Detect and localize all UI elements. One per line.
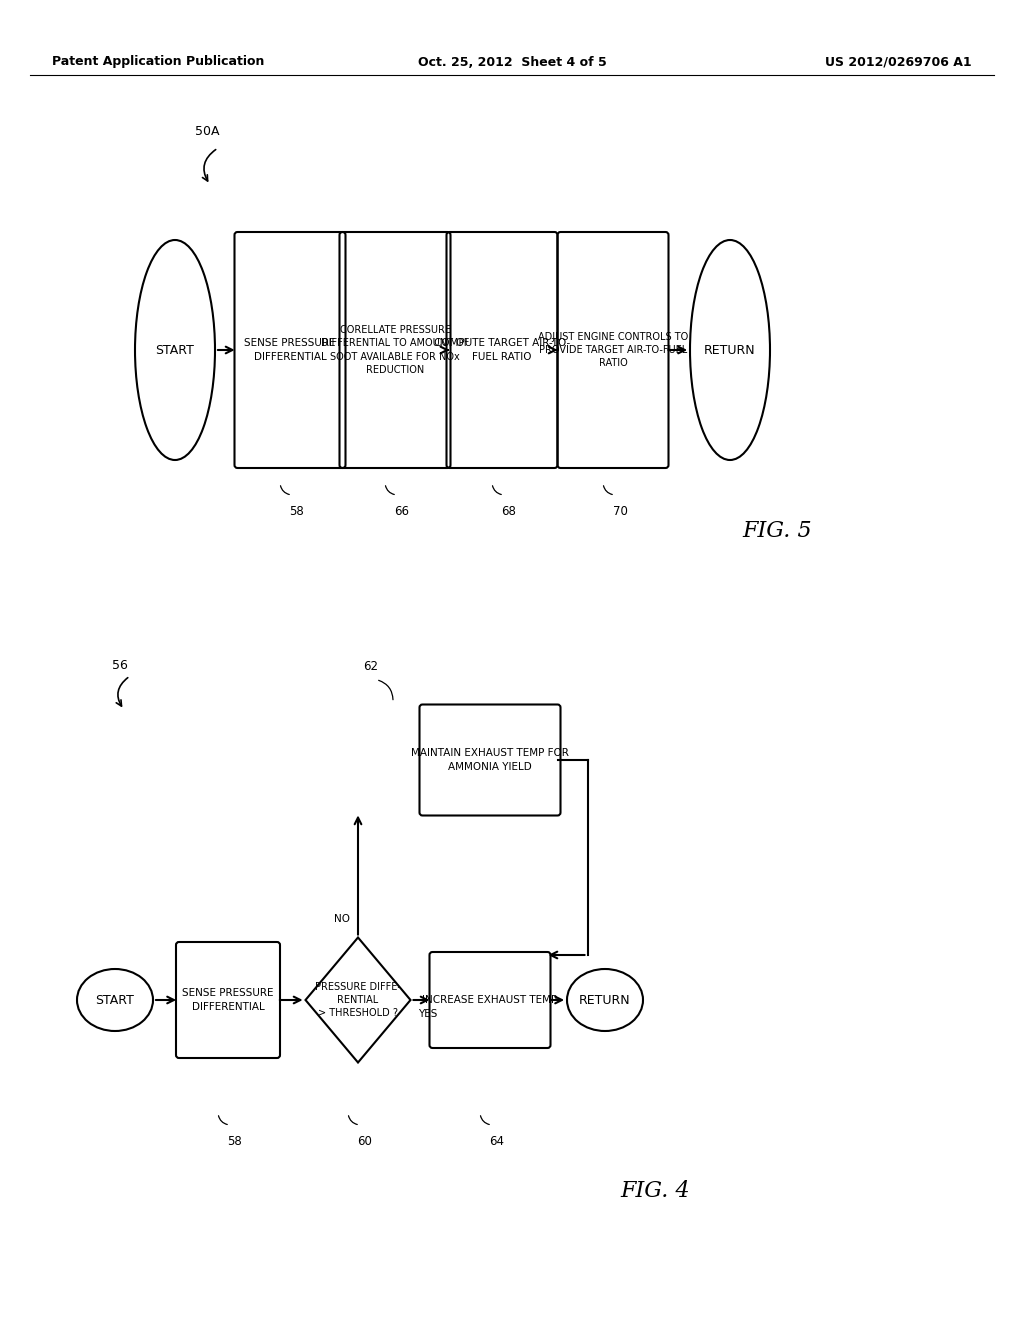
Text: 58: 58 [227,1135,243,1148]
Text: US 2012/0269706 A1: US 2012/0269706 A1 [825,55,972,69]
Text: 62: 62 [362,660,378,672]
Text: Patent Application Publication: Patent Application Publication [52,55,264,69]
Text: 56: 56 [112,659,128,672]
Text: START: START [95,994,134,1006]
Text: INCREASE EXHAUST TEMP: INCREASE EXHAUST TEMP [422,995,558,1005]
Text: START: START [156,343,195,356]
Text: FIG. 5: FIG. 5 [742,520,812,543]
Text: COMPUTE TARGET AIR-TO-
FUEL RATIO: COMPUTE TARGET AIR-TO- FUEL RATIO [434,338,570,362]
Text: YES: YES [419,1008,438,1019]
Text: PRESSURE DIFFE-
RENTIAL
> THRESHOLD ?: PRESSURE DIFFE- RENTIAL > THRESHOLD ? [315,982,401,1018]
Text: Oct. 25, 2012  Sheet 4 of 5: Oct. 25, 2012 Sheet 4 of 5 [418,55,606,69]
Text: 64: 64 [489,1135,505,1148]
Text: 58: 58 [290,506,304,517]
Text: CORELLATE PRESSURE
DIFFERENTIAL TO AMOUNT OF
SOOT AVAILABLE FOR NOx
REDUCTION: CORELLATE PRESSURE DIFFERENTIAL TO AMOUN… [321,325,469,375]
Text: SENSE PRESSURE
DIFFERENTIAL: SENSE PRESSURE DIFFERENTIAL [182,989,273,1011]
Text: FIG. 4: FIG. 4 [620,1180,689,1203]
Text: 70: 70 [612,506,628,517]
Text: ADJUST ENGINE CONTROLS TO
PROVIDE TARGET AIR-TO-FUEL
RATIO: ADJUST ENGINE CONTROLS TO PROVIDE TARGET… [538,331,688,368]
Text: 68: 68 [502,506,516,517]
Text: NO: NO [334,915,350,924]
Text: MAINTAIN EXHAUST TEMP FOR
AMMONIA YIELD: MAINTAIN EXHAUST TEMP FOR AMMONIA YIELD [411,748,569,772]
Text: RETURN: RETURN [705,343,756,356]
Text: 60: 60 [357,1135,373,1148]
Text: SENSE PRESSURE
DIFFERENTIAL: SENSE PRESSURE DIFFERENTIAL [245,338,336,362]
Text: 50A: 50A [195,125,219,139]
Text: 66: 66 [394,506,410,517]
Text: RETURN: RETURN [580,994,631,1006]
